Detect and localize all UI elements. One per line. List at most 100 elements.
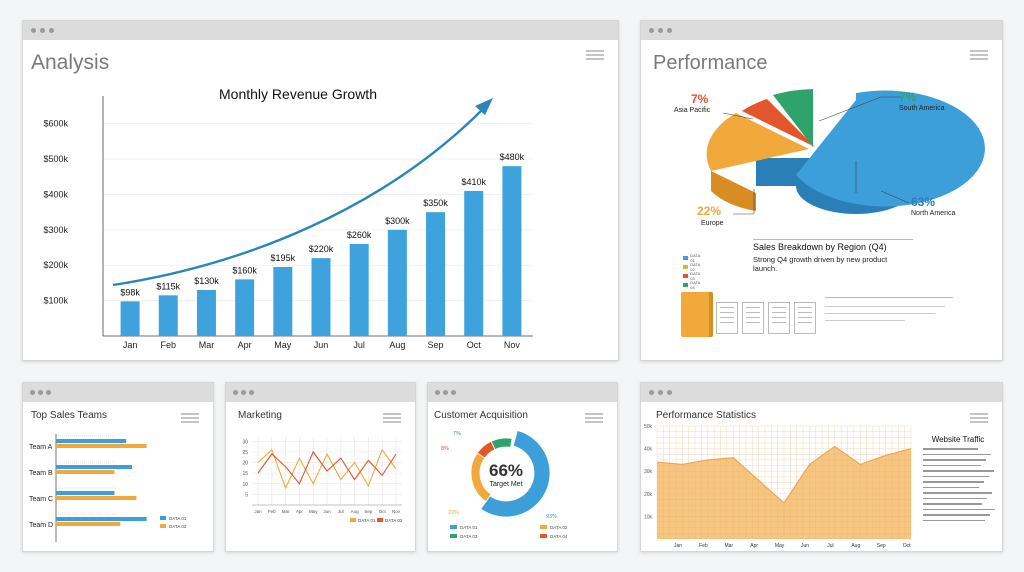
window-dot[interactable] — [435, 390, 440, 395]
bar-data-label: $130k — [194, 276, 219, 286]
customer-titlebar[interactable] — [428, 383, 617, 402]
marketing-titlebar[interactable] — [226, 383, 415, 402]
bar[interactable] — [120, 301, 140, 336]
bar[interactable] — [56, 522, 121, 526]
series-line[interactable] — [257, 448, 397, 490]
legend-label: DATA 01 — [358, 518, 376, 523]
bar[interactable] — [56, 491, 115, 495]
pie-slice-asia-pacific — [742, 99, 815, 147]
window-dot[interactable] — [658, 28, 663, 33]
leader-line — [880, 190, 910, 204]
document-icon[interactable] — [794, 302, 816, 334]
legend-swatch — [350, 518, 356, 522]
perf-stats-titlebar[interactable] — [641, 383, 1002, 402]
x-tick-label: Oct — [467, 340, 482, 350]
text-placeholder-line — [923, 514, 990, 516]
window-dot[interactable] — [451, 390, 456, 395]
bar[interactable] — [158, 295, 178, 336]
text-placeholder-line — [923, 470, 994, 472]
top-sales-titlebar[interactable] — [23, 383, 213, 402]
donut-slice-blue[interactable] — [480, 430, 551, 518]
south-america-percent: 7% — [899, 90, 917, 104]
document-icon[interactable] — [742, 302, 764, 334]
x-tick-label: Apr — [750, 543, 758, 549]
window-dot[interactable] — [233, 390, 238, 395]
bar[interactable] — [502, 166, 522, 336]
hamburger-menu-icon[interactable] — [586, 50, 604, 60]
europe-label: Europe — [701, 220, 724, 227]
bar[interactable] — [56, 444, 147, 448]
hamburger-menu-icon[interactable] — [585, 413, 603, 423]
hamburger-menu-icon[interactable] — [970, 50, 988, 60]
window-dot[interactable] — [249, 390, 254, 395]
bar[interactable] — [56, 439, 127, 443]
bar[interactable] — [56, 470, 115, 474]
bar[interactable] — [387, 229, 407, 336]
window-dot[interactable] — [46, 390, 51, 395]
north-america-label: North America — [911, 210, 955, 217]
analysis-titlebar[interactable] — [23, 21, 618, 40]
window-dot[interactable] — [649, 390, 654, 395]
window-dot[interactable] — [667, 28, 672, 33]
text-placeholder-line — [923, 464, 981, 466]
website-traffic-panel: Website Traffic — [919, 435, 997, 535]
text-placeholder-line — [923, 486, 979, 488]
x-tick-label: Feb — [699, 543, 708, 549]
bar[interactable] — [464, 190, 484, 336]
bar-data-label: $260k — [347, 230, 372, 240]
text-placeholder-line — [923, 492, 992, 494]
legend-swatch — [540, 525, 547, 529]
bar[interactable] — [311, 258, 331, 336]
window-dot[interactable] — [31, 28, 36, 33]
y-tick-label: 30k — [644, 469, 653, 475]
window-dot[interactable] — [658, 390, 663, 395]
window-dot[interactable] — [443, 390, 448, 395]
performance-titlebar[interactable] — [641, 21, 1002, 40]
text-placeholder-line — [923, 448, 978, 450]
bar[interactable] — [235, 279, 255, 336]
x-tick-label: Mar — [199, 340, 215, 350]
x-tick-label: Jul — [338, 509, 344, 514]
legend-swatch — [683, 283, 689, 287]
window-dot[interactable] — [40, 28, 45, 33]
document-icon[interactable] — [768, 302, 790, 334]
x-tick-label: Jan — [254, 509, 262, 514]
y-tick-label: $600k — [43, 119, 68, 129]
y-tick-label: $300k — [43, 225, 68, 235]
window-dot[interactable] — [49, 28, 54, 33]
text-placeholder-block — [825, 297, 953, 333]
bar[interactable] — [56, 517, 147, 521]
category-label: Team A — [29, 444, 53, 451]
north-america-percent: 63% — [911, 195, 935, 209]
bar[interactable] — [349, 244, 369, 336]
x-tick-label: Jan — [674, 543, 682, 549]
bar[interactable] — [196, 290, 216, 336]
document-icon[interactable] — [716, 302, 738, 334]
y-tick-label: 25 — [242, 450, 248, 456]
hamburger-menu-icon[interactable] — [383, 413, 401, 423]
folder-icon[interactable] — [681, 292, 713, 337]
bar[interactable] — [56, 496, 137, 500]
hamburger-menu-icon[interactable] — [970, 413, 988, 423]
bar[interactable] — [273, 267, 293, 336]
asia-pacific-percent: 7% — [691, 92, 709, 106]
bar[interactable] — [56, 465, 132, 469]
pie-slice-europe — [706, 113, 809, 171]
window-dot[interactable] — [38, 390, 43, 395]
window-dot[interactable] — [667, 390, 672, 395]
legend-swatch — [450, 534, 457, 538]
slice-label: 22% — [448, 510, 459, 516]
x-tick-label: Oct — [903, 543, 911, 549]
donut-slice-green[interactable] — [490, 437, 513, 450]
series-line[interactable] — [257, 450, 397, 485]
window-dot[interactable] — [241, 390, 246, 395]
window-dot[interactable] — [649, 28, 654, 33]
region-pie-chart: 7% South America 7% Asia Pacific 22% Eur… — [674, 89, 985, 227]
window-dot[interactable] — [30, 390, 35, 395]
x-tick-label: Jun — [323, 509, 331, 514]
hamburger-menu-icon[interactable] — [181, 413, 199, 423]
bar[interactable] — [426, 212, 446, 336]
y-tick-label: 5 — [245, 492, 248, 498]
x-tick-label: Nov — [504, 340, 521, 350]
caption-title: Sales Breakdown by Region (Q4) — [753, 242, 887, 252]
